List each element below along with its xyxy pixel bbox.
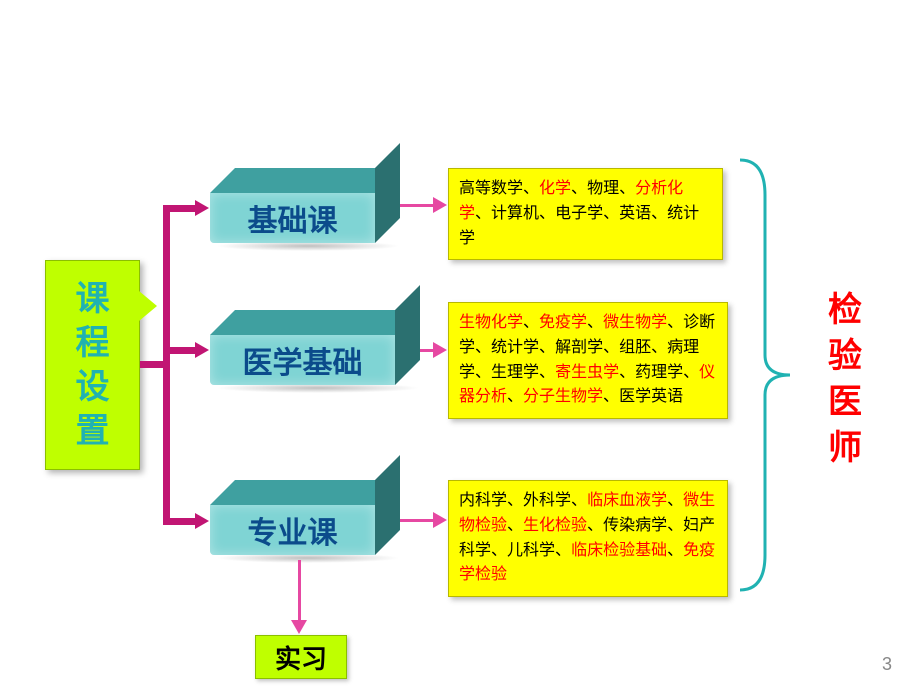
detail-item: 生理学	[491, 364, 539, 381]
block-medical: 医学基础	[210, 310, 395, 385]
detail-item: 免疫学	[539, 314, 587, 331]
detail-item: 计算机	[491, 205, 539, 222]
detail-item: 生物化学	[459, 314, 523, 331]
detail-item: 组胚	[619, 339, 651, 356]
detail-item: 临床检验基础	[571, 542, 667, 559]
arrow-branch-1	[195, 200, 209, 216]
detail-item: 药理学	[635, 364, 683, 381]
detail-item: 解剖学	[555, 339, 603, 356]
page-number: 3	[882, 654, 892, 675]
arrow-detail-3	[433, 512, 447, 528]
detail-item: 高等数学	[459, 180, 523, 197]
connector-detail-3	[400, 519, 435, 522]
detail-item: 化学	[539, 180, 571, 197]
block-basic-label: 基础课	[210, 193, 375, 243]
internship-label: 实习	[275, 639, 327, 676]
block-professional: 专业课	[210, 480, 375, 555]
detail-box-professional: 内科学、外科学、临床血液学、微生物检验、生化检验、传染病学、妇产科学、儿科学、临…	[448, 480, 728, 597]
result-box: 检 验 医 师	[815, 280, 875, 480]
block-basic: 基础课	[210, 168, 375, 243]
detail-item: 统计学	[491, 339, 539, 356]
detail-item: 外科学	[523, 492, 571, 509]
detail-item: 物理	[587, 180, 619, 197]
detail-box-basic: 高等数学、化学、物理、分析化学、计算机、电子学、英语、统计学	[448, 168, 723, 260]
detail-item: 电子学	[555, 205, 603, 222]
detail-item: 英语	[619, 205, 651, 222]
bracket-icon	[735, 155, 795, 595]
detail-item: 内科学	[459, 492, 507, 509]
internship-box: 实习	[255, 635, 347, 679]
block-professional-label: 专业课	[210, 505, 375, 555]
connector-branch-3	[163, 518, 196, 525]
connector-branch-1	[163, 205, 196, 212]
connector-internship	[298, 560, 301, 622]
detail-item: 传染病学	[603, 517, 667, 534]
main-box: 课 程 设 置	[45, 260, 140, 470]
detail-box-medical: 生物化学、免疫学、微生物学、诊断学、统计学、解剖学、组胚、病理学、生理学、寄生虫…	[448, 302, 728, 419]
connector-detail-1	[400, 204, 435, 207]
arrow-detail-2	[433, 342, 447, 358]
arrow-branch-3	[195, 513, 209, 529]
arrow-detail-1	[433, 197, 447, 213]
arrow-branch-2	[195, 342, 209, 358]
detail-item: 微生物学	[603, 314, 667, 331]
detail-item: 医学英语	[619, 388, 683, 405]
block-medical-label: 医学基础	[210, 335, 395, 385]
main-label: 课 程 设 置	[46, 261, 139, 469]
detail-item: 寄生虫学	[555, 364, 619, 381]
connector-trunk-vertical	[163, 205, 170, 525]
detail-item: 分子生物学	[523, 388, 603, 405]
detail-item: 儿科学	[507, 542, 555, 559]
main-box-notch	[139, 291, 157, 321]
detail-item: 生化检验	[523, 517, 587, 534]
connector-branch-2	[163, 347, 196, 354]
detail-item: 临床血液学	[587, 492, 667, 509]
arrow-internship	[291, 620, 307, 634]
